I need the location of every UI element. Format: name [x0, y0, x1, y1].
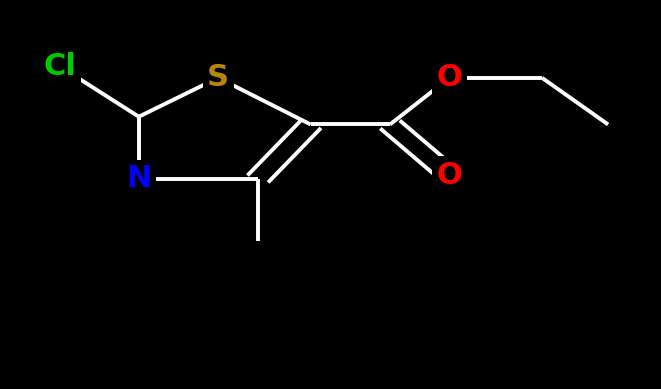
- Text: O: O: [436, 161, 463, 189]
- Text: S: S: [207, 63, 229, 92]
- Text: N: N: [126, 165, 151, 193]
- Text: O: O: [436, 63, 463, 92]
- Text: Cl: Cl: [43, 52, 76, 81]
